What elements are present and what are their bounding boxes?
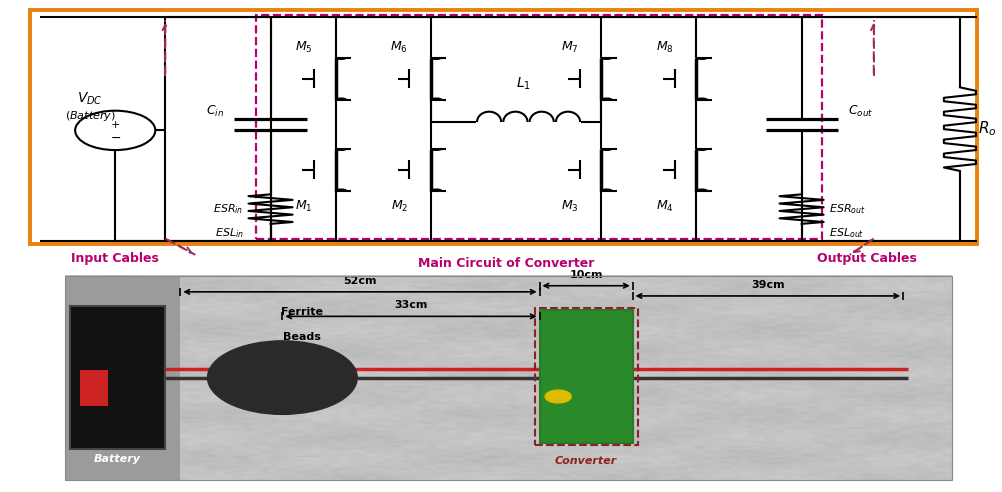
Text: 10cm: 10cm	[569, 270, 603, 280]
Bar	[256, 15, 822, 239]
Text: $V_{DC}$: $V_{DC}$	[77, 90, 103, 107]
Bar	[534, 308, 637, 445]
Text: $M_2$: $M_2$	[391, 199, 408, 215]
Text: 52cm: 52cm	[344, 276, 377, 286]
Text: 33cm: 33cm	[394, 301, 428, 310]
Text: Output Cables: Output Cables	[817, 252, 917, 265]
Bar	[30, 10, 977, 244]
Text: Ferrite: Ferrite	[282, 308, 324, 317]
Text: Beads: Beads	[284, 332, 322, 342]
Text: $ESR_{out}$: $ESR_{out}$	[829, 202, 866, 216]
Text: Input Cables: Input Cables	[71, 252, 159, 265]
Text: $ESR_{in}$: $ESR_{in}$	[213, 202, 243, 216]
Text: $M_1$: $M_1$	[296, 199, 313, 215]
Text: $M_6$: $M_6$	[391, 40, 408, 56]
Text: $(Battery)$: $(Battery)$	[65, 109, 115, 123]
Text: $M_5$: $M_5$	[296, 40, 313, 56]
Text: $M_3$: $M_3$	[561, 199, 578, 215]
Bar	[539, 310, 632, 443]
Text: $C_{out}$: $C_{out}$	[848, 104, 873, 120]
Bar	[65, 276, 180, 480]
Text: $ESL_{out}$: $ESL_{out}$	[829, 226, 864, 240]
Text: $+$: $+$	[110, 119, 120, 130]
Text: $M_7$: $M_7$	[561, 40, 578, 56]
Bar	[80, 370, 108, 406]
Text: Converter: Converter	[555, 456, 617, 466]
Text: $ESL_{in}$: $ESL_{in}$	[214, 226, 243, 240]
Circle shape	[207, 341, 358, 414]
Text: $L_1$: $L_1$	[516, 75, 531, 92]
Bar	[70, 306, 165, 449]
Bar	[65, 276, 952, 480]
Text: $M_8$: $M_8$	[656, 40, 673, 56]
Text: $R_o$: $R_o$	[978, 120, 997, 139]
Text: $-$: $-$	[109, 131, 121, 144]
Text: $C_{in}$: $C_{in}$	[206, 104, 224, 120]
Text: Main Circuit of Converter: Main Circuit of Converter	[418, 257, 594, 270]
Text: $M_4$: $M_4$	[656, 199, 673, 215]
Text: Battery: Battery	[94, 454, 141, 464]
Text: 39cm: 39cm	[752, 280, 785, 290]
Circle shape	[545, 390, 571, 403]
